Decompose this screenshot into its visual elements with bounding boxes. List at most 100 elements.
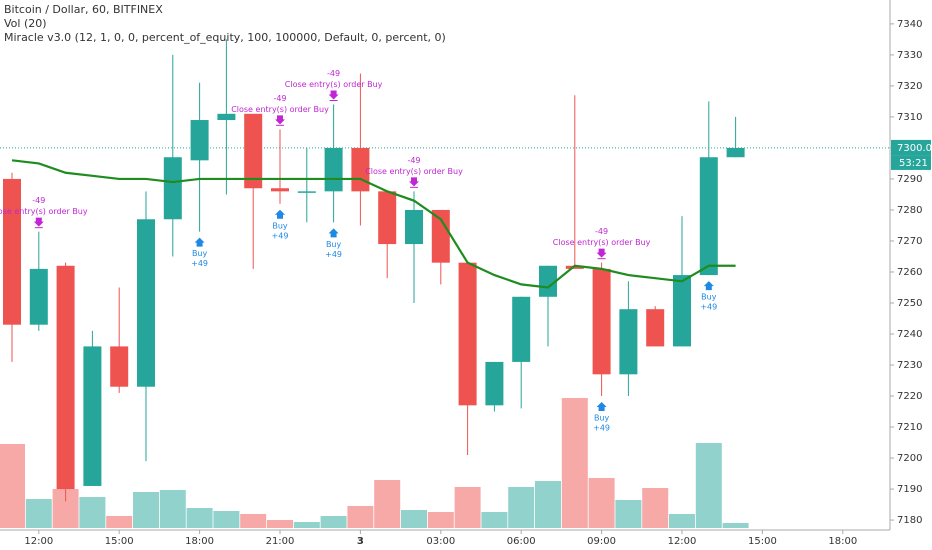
y-tick-label: 7270: [897, 236, 922, 247]
buy-arrow: [703, 281, 714, 291]
candle-body: [163, 157, 182, 220]
volume-bar: [213, 511, 240, 528]
signal-qty: +49: [272, 231, 289, 240]
signal-label: Buy: [192, 249, 208, 258]
volume-bar: [320, 516, 347, 528]
candle-body: [405, 209, 423, 245]
signal-label: Close entry(s) order Buy: [365, 167, 463, 176]
signal-label: Close entry(s) order Buy: [553, 238, 651, 247]
volume-bar: [508, 487, 535, 528]
indicator-label: Miracle v3.0 (12, 1, 0, 0, percent_of_eq…: [4, 31, 446, 44]
volume-bar: [374, 480, 401, 528]
candle-body: [431, 209, 450, 263]
candle-body: [592, 268, 611, 375]
x-tick-label: 18:00: [828, 536, 857, 547]
volume-bar: [159, 490, 186, 528]
y-tick-label: 7190: [897, 484, 922, 495]
signal-label: Close entry(s) order Buy: [285, 80, 383, 89]
volume-bar: [561, 398, 588, 528]
signal-label: Buy: [272, 221, 288, 230]
signal-qty: +49: [325, 250, 342, 259]
signal-label: Close entry(s) order Buy: [231, 105, 329, 114]
candle-body: [673, 275, 691, 347]
close-arrow: [328, 90, 339, 100]
x-tick-label: 09:00: [587, 536, 616, 547]
candle-body: [29, 268, 48, 325]
x-tick-label: 12:00: [24, 536, 53, 547]
candle-body: [3, 178, 21, 325]
signal-qty: -49: [327, 69, 340, 78]
volume-bar: [669, 514, 695, 528]
price-tag: [891, 139, 931, 156]
volume-bar: [267, 520, 293, 528]
candle-body: [378, 191, 397, 245]
candle-body: [83, 346, 102, 486]
buy-arrow: [194, 237, 205, 247]
ma-line: [11, 159, 736, 289]
signal-label: Buy: [594, 414, 610, 423]
countdown-tag: [891, 155, 931, 170]
candle-body: [244, 113, 263, 189]
candle-body: [324, 147, 343, 192]
y-tick-label: 7280: [897, 205, 922, 216]
buy-arrow: [596, 402, 607, 412]
volume-bar: [481, 512, 508, 528]
signal-qty: +49: [191, 259, 208, 268]
x-tick-label: 06:00: [507, 536, 536, 547]
candle-body: [699, 157, 718, 276]
x-tick-label: 12:00: [668, 536, 697, 547]
chart-title: Bitcoin / Dollar, 60, BITFINEX: [4, 3, 163, 16]
x-tick-label: 3: [357, 536, 364, 547]
candle-body: [190, 120, 209, 161]
countdown-label: 53:21: [899, 158, 928, 169]
volume-bar: [0, 444, 25, 528]
candle-body: [217, 113, 236, 121]
buy-arrow: [328, 228, 339, 238]
signal-qty: -49: [273, 94, 286, 103]
indicator-label: Vol (20): [4, 17, 47, 30]
y-tick-label: 7240: [897, 329, 922, 340]
candle-body: [458, 262, 477, 406]
signal-qty: -49: [595, 227, 608, 236]
close-arrow: [275, 115, 285, 125]
y-tick-label: 7310: [897, 112, 922, 123]
volume-bar: [186, 508, 213, 528]
volume-bar: [240, 514, 267, 528]
candle-body: [137, 219, 155, 387]
signal-label: Close entry(s) order Buy: [0, 207, 88, 216]
candle-body: [271, 188, 289, 192]
x-tick-label: 03:00: [426, 536, 455, 547]
volume-bar: [535, 481, 561, 528]
signal-qty: -49: [32, 196, 45, 205]
volume-bar: [401, 510, 427, 528]
close-arrow: [409, 177, 419, 187]
y-tick-label: 7230: [897, 360, 922, 371]
y-tick-label: 7330: [897, 50, 922, 61]
close-arrow: [596, 248, 607, 258]
volume-bar: [293, 522, 320, 528]
y-tick-label: 7180: [897, 515, 922, 526]
signal-qty: +49: [593, 424, 610, 433]
volume-bar: [642, 488, 669, 528]
volume-bar: [133, 492, 159, 528]
candle-body: [485, 361, 504, 406]
signal-label: Buy: [701, 293, 717, 302]
candle-body: [726, 147, 745, 158]
close-arrow: [33, 217, 44, 227]
signal-qty: +49: [700, 303, 717, 312]
candle-body: [619, 309, 638, 375]
price-tag-label: 7300.0: [897, 143, 932, 154]
x-tick-label: 21:00: [266, 536, 295, 547]
volume-bar: [695, 443, 722, 528]
y-tick-label: 7250: [897, 298, 922, 309]
y-tick-label: 7220: [897, 391, 922, 402]
y-tick-label: 7340: [897, 19, 922, 30]
buy-arrow: [275, 209, 285, 219]
x-tick-label: 15:00: [105, 536, 134, 547]
candle-body: [297, 191, 316, 193]
y-tick-label: 7210: [897, 422, 922, 433]
candle-body: [512, 296, 531, 362]
y-tick-label: 7320: [897, 81, 922, 92]
volume-bar: [106, 516, 133, 528]
